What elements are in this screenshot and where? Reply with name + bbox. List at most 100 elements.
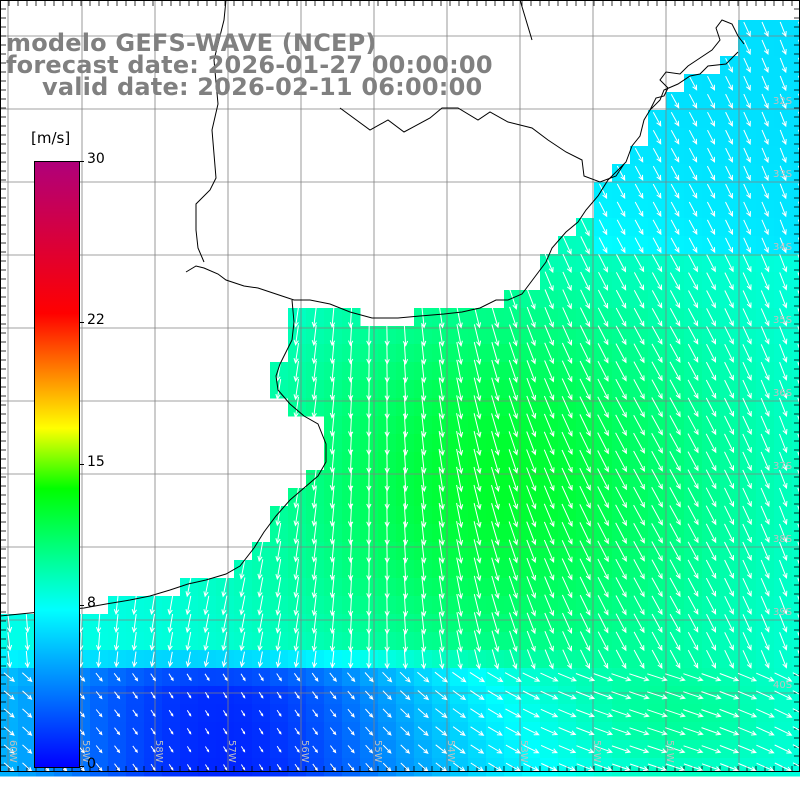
wind-vector — [131, 651, 138, 668]
wind-vector — [760, 362, 770, 381]
wind-vector — [382, 726, 392, 736]
wind-vector — [438, 448, 445, 475]
wind-vector — [615, 325, 627, 346]
wind-vector — [760, 650, 770, 669]
wind-vector — [452, 726, 466, 736]
wind-vector — [491, 431, 500, 456]
wind-vector — [526, 306, 536, 328]
wind-vector — [258, 746, 264, 753]
wind-vector — [257, 631, 264, 652]
wind-vector — [792, 726, 800, 732]
wind-vector — [779, 147, 787, 164]
wind-vector — [701, 673, 722, 682]
wind-vector — [612, 763, 631, 772]
wind-vector — [132, 691, 138, 700]
wind-vector — [456, 306, 463, 329]
wind-vector — [724, 451, 734, 472]
wind-vector — [402, 630, 408, 653]
wind-vector — [665, 745, 686, 754]
wind-vector — [797, 469, 800, 478]
wind-vector — [797, 433, 800, 442]
wind-vector — [558, 727, 577, 736]
wind-vector — [96, 651, 102, 668]
wind-vector — [761, 39, 769, 56]
wind-vector — [473, 502, 482, 528]
wind-vector — [615, 414, 627, 437]
wind-cell — [792, 92, 800, 111]
wind-vector — [670, 201, 680, 217]
wind-vector — [701, 745, 722, 754]
wind-vector — [779, 183, 787, 200]
wind-vector — [779, 451, 788, 472]
wind-vector — [761, 129, 769, 146]
wind-vector — [24, 614, 30, 633]
wind-cell — [792, 416, 800, 435]
wind-vector — [597, 631, 609, 652]
latitude-label: 35S — [773, 315, 793, 326]
wind-vector — [526, 413, 537, 438]
wind-vector — [615, 396, 627, 418]
wind-vector — [561, 449, 573, 474]
wind-vector — [508, 575, 518, 599]
wind-vector — [593, 673, 614, 682]
wind-vector — [633, 504, 645, 526]
wind-vector — [240, 692, 246, 699]
wind-vector — [384, 649, 390, 670]
wind-vector — [706, 272, 716, 291]
wind-vector — [491, 342, 500, 365]
wind-vector — [329, 691, 337, 700]
wind-speed-field — [0, 20, 800, 777]
lagoon-outline — [519, 0, 745, 111]
wind-vector — [579, 467, 591, 491]
wind-vector — [707, 147, 716, 163]
wind-vector — [633, 432, 645, 454]
wind-vector — [382, 762, 392, 772]
wind-vector — [629, 673, 650, 682]
wind-vector — [473, 448, 482, 475]
wind-vector — [95, 672, 103, 682]
wind-vector — [687, 631, 699, 651]
wind-vector — [688, 254, 698, 273]
wind-vector — [611, 709, 632, 718]
wind-vector — [651, 559, 663, 580]
wind-vector — [561, 396, 573, 419]
wind-vector — [149, 651, 156, 668]
wind-vector — [544, 631, 554, 652]
wind-vector — [683, 745, 704, 754]
longitude-label: 58W — [153, 740, 164, 763]
wind-vector — [761, 237, 769, 254]
wind-vector — [222, 673, 228, 682]
wind-vector — [705, 523, 717, 544]
wind-vector — [276, 727, 282, 735]
wind-vector — [743, 21, 751, 37]
wind-vector — [665, 709, 686, 718]
wind-vector — [456, 539, 464, 564]
wind-vector — [469, 671, 486, 683]
wind-vector — [400, 726, 411, 736]
wind-vector — [456, 612, 463, 635]
wind-cell — [792, 74, 800, 93]
wind-vector — [221, 651, 227, 668]
wind-vector — [651, 523, 663, 544]
wind-vector — [687, 308, 699, 327]
wind-vector — [724, 469, 734, 490]
wind-vector — [593, 691, 614, 700]
wind-vector — [293, 576, 299, 599]
wind-vector — [240, 746, 246, 753]
wind-vector — [665, 763, 686, 772]
wind-vector — [742, 433, 752, 454]
wind-vector — [575, 709, 595, 718]
wind-vector — [616, 165, 626, 182]
wind-vector — [505, 708, 522, 718]
wind-vector — [616, 183, 626, 200]
wind-vector — [670, 147, 680, 163]
wind-cell — [792, 380, 800, 399]
wind-vector — [557, 672, 577, 682]
wind-vector — [221, 595, 228, 616]
wind-vector — [742, 559, 752, 579]
wind-vector — [705, 433, 717, 454]
wind-vector — [629, 745, 650, 754]
wind-vector — [687, 361, 699, 382]
wind-vector — [724, 308, 734, 327]
wind-vector — [597, 486, 609, 509]
